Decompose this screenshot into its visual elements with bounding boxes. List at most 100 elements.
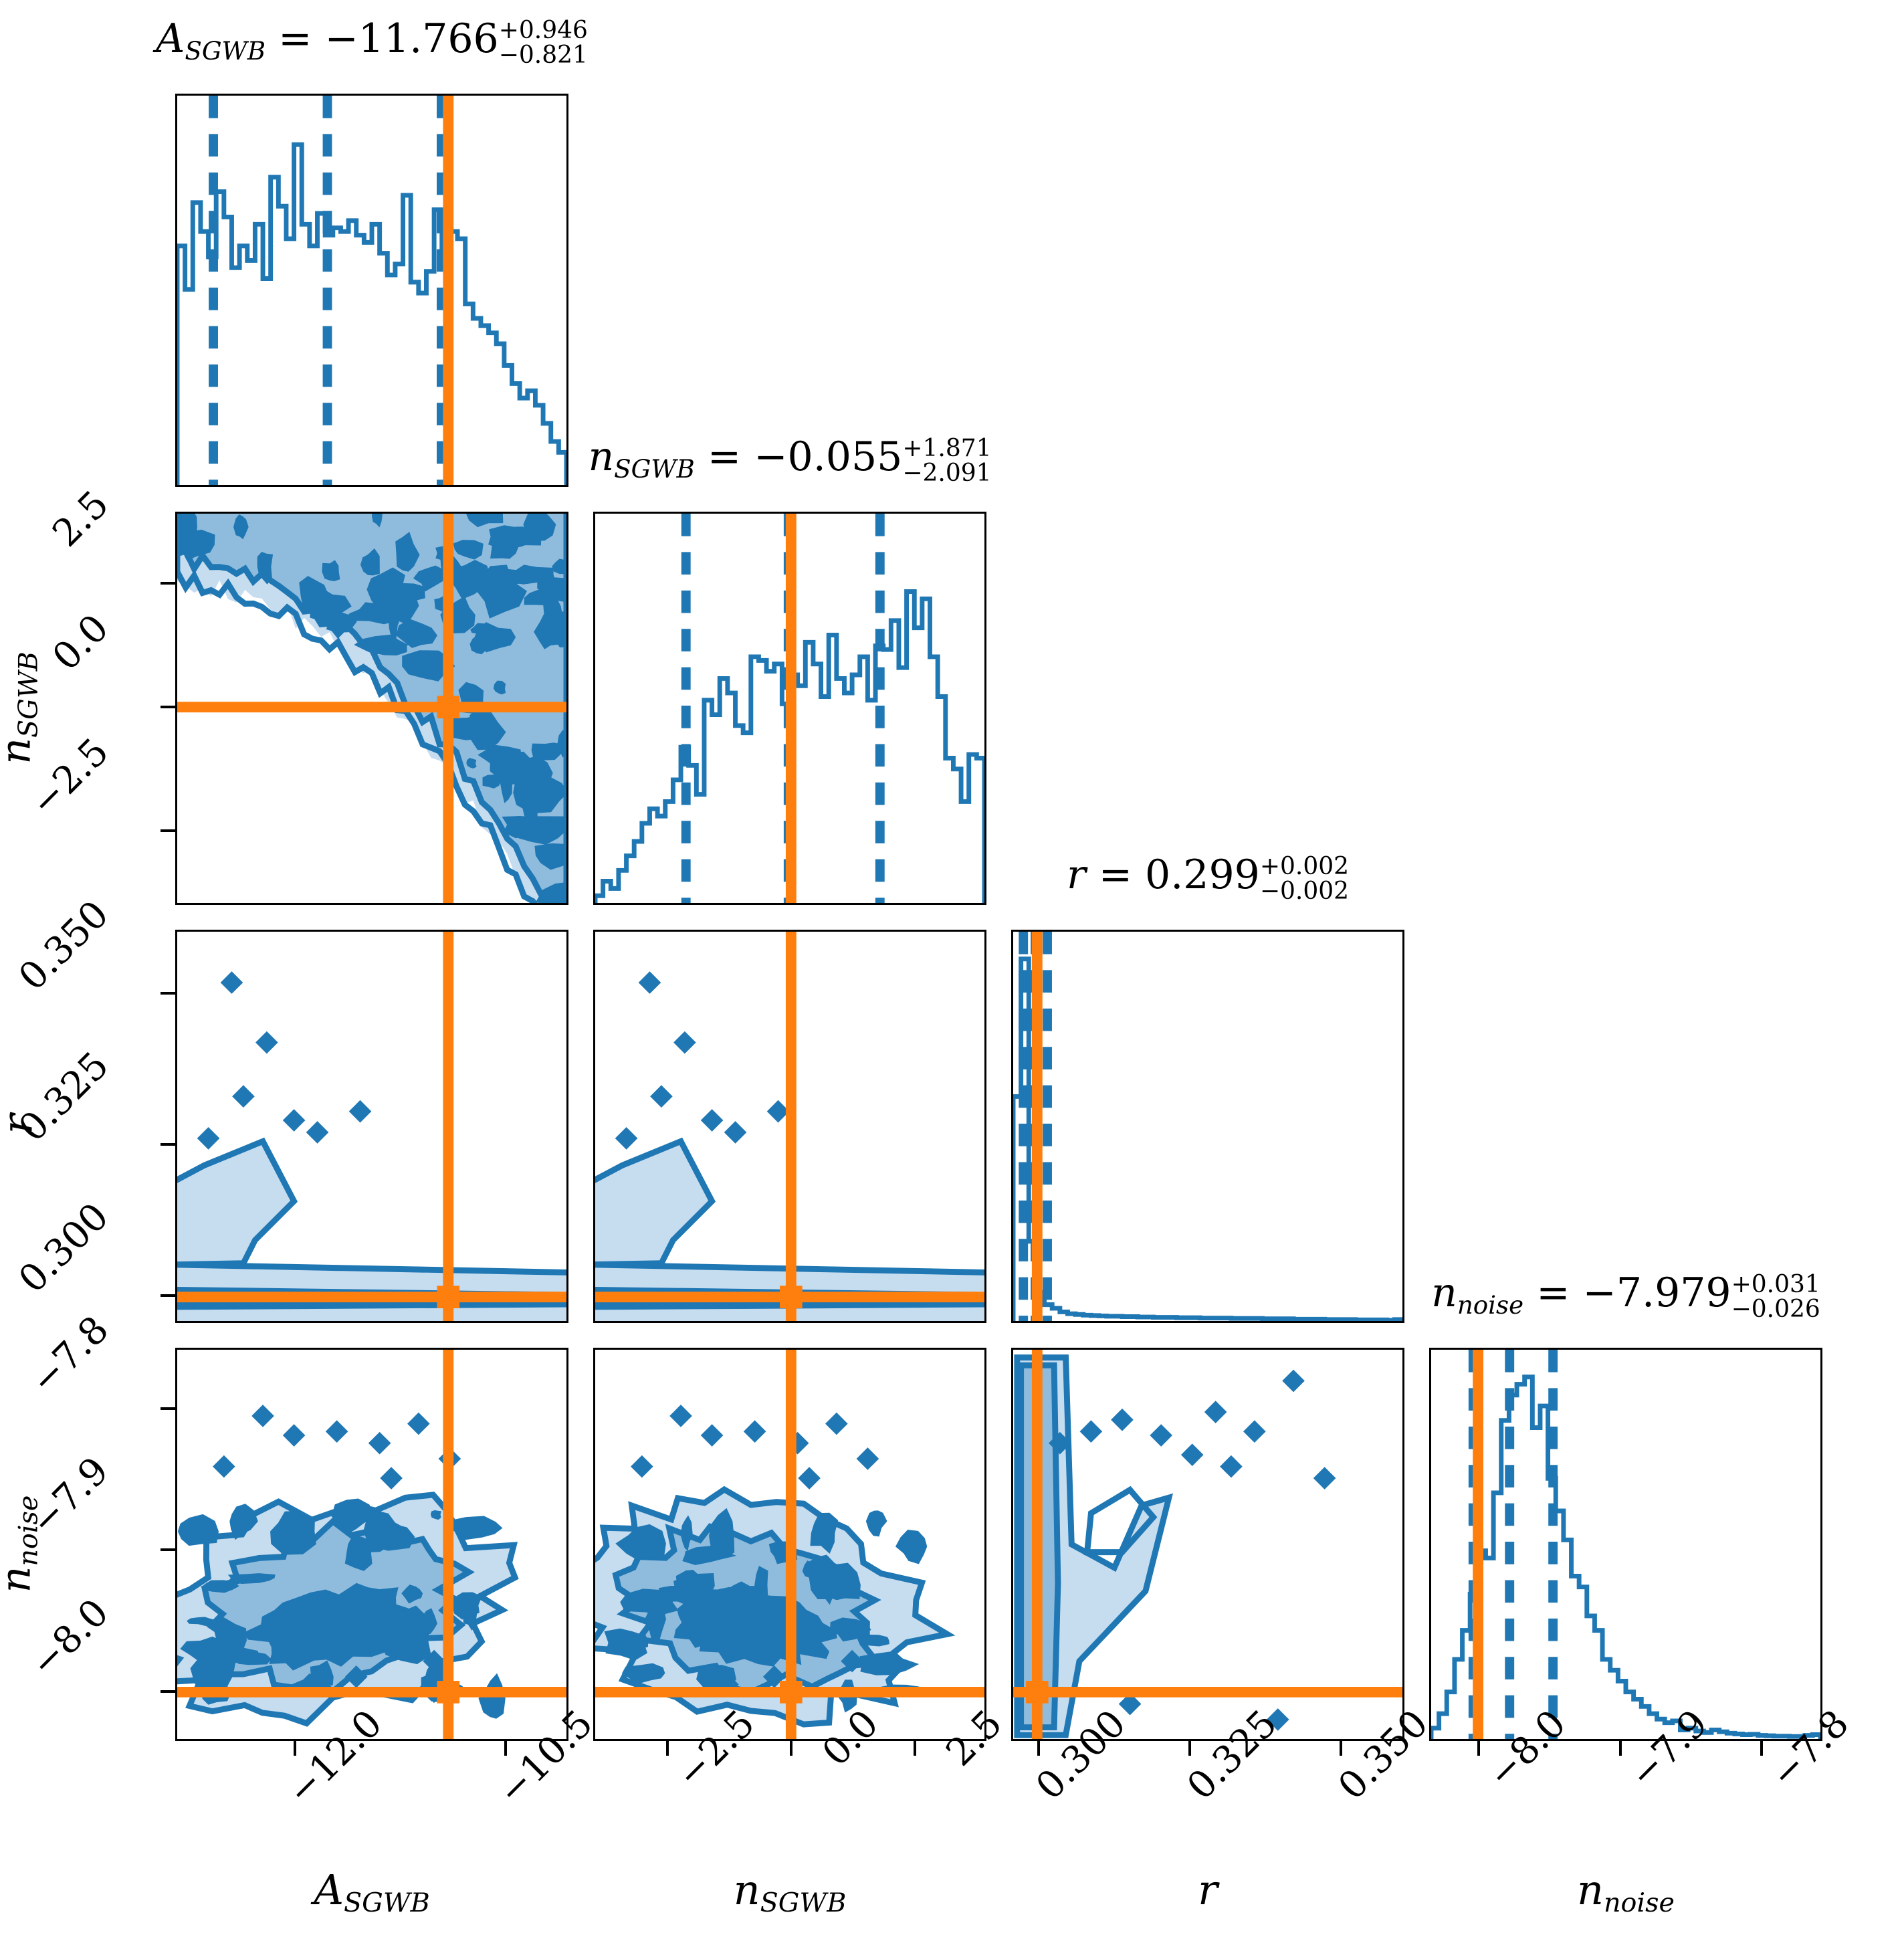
x-tick-mark — [504, 1741, 507, 1756]
contour-speckle — [815, 1559, 836, 1605]
contour-speckle — [233, 514, 249, 540]
contour-panel-r-vs-n_noise — [1011, 1348, 1404, 1741]
contour-speckle — [372, 638, 407, 656]
contour-speckle — [310, 1626, 339, 1654]
contour-speckle — [855, 1634, 889, 1647]
contour-speckle — [620, 1589, 679, 1615]
x-axis-label-r: r — [1198, 1865, 1218, 1914]
x-tick-mark — [913, 1741, 916, 1756]
contour-speckle — [430, 1510, 442, 1520]
contour-speckle — [413, 565, 448, 592]
y-tick-mark — [161, 1294, 175, 1298]
panel-title-A_SGWB: ASGWB = −11.766 +0.946 −0.821 — [156, 15, 588, 69]
hist-panel-A_SGWB — [175, 94, 568, 487]
contour-speckle — [476, 565, 528, 619]
contour-speckle — [465, 514, 504, 528]
y-axis-label-n_SGWB: nSGWB — [0, 651, 44, 764]
contour-speckle — [680, 1515, 693, 1551]
contour-speckle — [202, 1580, 239, 1593]
contour-speckle — [395, 532, 420, 572]
contour-speckle — [296, 1596, 334, 1624]
x-tick-mark — [293, 1741, 296, 1756]
contour-speckle — [357, 1538, 392, 1552]
panel-title-n_SGWB: nSGWB = −0.055 +1.871 −2.091 — [588, 433, 992, 487]
contour-speckle — [227, 1573, 276, 1584]
y-tick-mark — [161, 829, 175, 833]
contour-speckle — [513, 776, 566, 814]
contour-speckle — [536, 882, 566, 903]
contour-speckle — [257, 552, 274, 585]
contour-speckle — [401, 1584, 423, 1604]
contour-speckle — [396, 1615, 427, 1629]
x-tick-mark — [665, 1741, 669, 1756]
contour-speckle — [177, 1514, 219, 1546]
contour-speckle — [810, 1512, 839, 1554]
contour-speckle — [531, 742, 564, 760]
contour-speckle — [229, 1504, 258, 1540]
contour-speckle — [534, 613, 558, 649]
contour-speckle — [524, 587, 559, 606]
contour-speckle — [388, 597, 402, 640]
contour-panel-n_SGWB-vs-r — [593, 930, 986, 1323]
x-tick-mark — [1760, 1741, 1764, 1756]
contour-speckle — [865, 1510, 887, 1537]
contour-speckle — [604, 1628, 647, 1661]
y-tick-mark — [161, 1143, 175, 1146]
contour-speckle — [493, 680, 506, 695]
contour-speckle — [469, 634, 486, 655]
contour-panel-n_SGWB-vs-n_noise — [593, 1348, 986, 1741]
contour-speckle — [463, 1598, 478, 1631]
contour-speckle — [322, 560, 340, 582]
panel-title-n_noise: nnoise = −7.979 +0.031 −0.026 — [1431, 1269, 1820, 1323]
contour-speckle — [372, 514, 383, 528]
y-tick-mark — [161, 706, 175, 709]
y-tick-mark — [161, 582, 175, 585]
y-tick-mark — [161, 1407, 175, 1410]
contour-speckle — [180, 1636, 225, 1661]
contour-speckle — [422, 1608, 437, 1634]
contour-speckle — [895, 1530, 928, 1564]
contour-speckle — [621, 1663, 665, 1684]
contour-speckle — [488, 525, 542, 550]
contour-speckle — [859, 1651, 920, 1675]
contour-panel-A_SGWB-vs-n_SGWB — [175, 512, 568, 905]
contour-speckle — [830, 1617, 871, 1642]
histogram-outline-n_noise — [1431, 1374, 1820, 1739]
x-axis-label-n_noise: nnoise — [1577, 1865, 1675, 1919]
contour-speckle — [716, 1609, 763, 1637]
contour-speckle — [534, 843, 566, 870]
contour-speckle — [402, 650, 455, 682]
x-tick-mark — [789, 1741, 792, 1756]
panel-title-r: r = 0.299 +0.002 −0.002 — [1066, 851, 1350, 905]
contour-speckle — [502, 816, 549, 839]
contour-speckle — [299, 576, 330, 617]
histogram-outline-A_SGWB — [177, 142, 566, 485]
y-tick-mark — [161, 991, 175, 995]
contour-speckle — [390, 583, 425, 602]
contour-panel-A_SGWB-vs-n_noise — [175, 1348, 568, 1741]
contour-speckle — [552, 558, 566, 575]
contour-speckle — [506, 565, 556, 585]
contour-speckle — [482, 775, 502, 789]
contour-panel-A_SGWB-vs-r — [175, 930, 568, 1323]
contour-speckle — [270, 1511, 316, 1555]
contour-speckle — [453, 540, 484, 560]
y-axis-label-n_noise: nnoise — [0, 1495, 44, 1593]
x-tick-mark — [1340, 1741, 1342, 1756]
contour-speckle — [396, 619, 437, 648]
contour-speckle — [448, 1516, 503, 1540]
y-axis-label-r: r — [0, 928, 42, 1321]
contour-speckle — [709, 1508, 735, 1558]
x-tick-mark — [1037, 1741, 1040, 1756]
y-tick-mark — [161, 1690, 175, 1693]
contour-speckle — [615, 1524, 666, 1560]
hist-panel-r — [1011, 930, 1404, 1323]
hist-panel-n_SGWB — [593, 512, 986, 905]
contour-speckle — [331, 1498, 375, 1536]
contour-speckle — [466, 758, 477, 769]
y-tick-mark — [161, 1548, 175, 1552]
x-tick-mark — [1188, 1741, 1191, 1756]
contour-speckle — [187, 1617, 219, 1627]
x-tick-mark — [1477, 1741, 1481, 1756]
